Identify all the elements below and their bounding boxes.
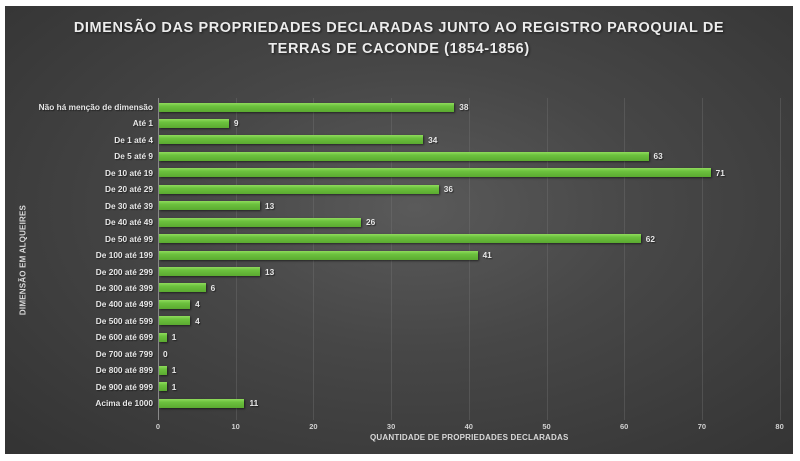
x-tick-label: 10 <box>231 422 240 431</box>
bar <box>159 102 455 112</box>
data-label: 34 <box>428 134 438 145</box>
bar <box>159 382 167 392</box>
y-axis-line <box>158 98 159 420</box>
x-tick-label: 0 <box>155 422 161 431</box>
data-label: 4 <box>195 315 200 326</box>
data-label: 9 <box>233 118 239 129</box>
x-gridline <box>701 98 703 420</box>
chart-title-line-1: DIMENSÃO DAS PROPRIEDADES DECLARADAS JUN… <box>73 20 725 36</box>
x-tick-label: 30 <box>386 422 396 431</box>
data-label: 71 <box>715 167 725 178</box>
x-gridline <box>624 98 626 420</box>
category-label: De 100 até 199 <box>95 250 153 261</box>
bar <box>159 234 641 244</box>
plot-area: 0 10 20 30 40 50 60 70 80 Não há menção de dimens… <box>5 6 793 454</box>
category-label: De 600 até 699 <box>95 332 153 343</box>
bar <box>159 250 478 260</box>
bar <box>159 299 191 309</box>
category-label: De 500 até 599 <box>95 315 153 326</box>
category-label: De 5 até 9 <box>114 151 153 162</box>
category-label: De 300 até 399 <box>95 282 153 293</box>
data-label: 11 <box>249 398 259 409</box>
bar <box>159 316 191 326</box>
category-label: De 200 até 299 <box>95 266 153 277</box>
data-label: 1 <box>171 381 177 392</box>
chart-title-line-2: TERRAS DE CACONDE (1854-1856) <box>268 41 530 57</box>
bar <box>159 365 167 375</box>
bar <box>159 168 711 178</box>
data-label: 41 <box>482 250 492 261</box>
x-axis-title: QUANTIDADE DE PROPRIEDADES DECLARADAS <box>370 433 569 442</box>
x-tick-label: 60 <box>620 422 629 431</box>
category-label: De 900 até 999 <box>95 381 153 392</box>
bar <box>159 151 649 161</box>
category-label: De 50 até 99 <box>105 233 153 244</box>
category-label: De 10 até 19 <box>105 167 153 178</box>
category-label: De 400 até 499 <box>95 299 153 310</box>
category-label: De 700 até 799 <box>95 348 153 359</box>
bar <box>159 201 260 211</box>
category-label: Acima de 1000 <box>95 398 153 409</box>
chart-title: DIMENSÃO DAS PROPRIEDADES DECLARADAS JUN… <box>5 18 793 60</box>
bar <box>159 135 424 145</box>
category-label: De 1 até 4 <box>114 134 153 145</box>
bar <box>159 267 260 276</box>
bar <box>159 118 229 128</box>
data-label: 13 <box>265 200 275 211</box>
data-label: 62 <box>645 233 655 244</box>
x-gridline <box>779 98 781 420</box>
data-label: 36 <box>443 184 453 195</box>
category-label: Até 1 <box>132 118 153 129</box>
x-tick-label: 70 <box>697 422 707 431</box>
category-label: De 30 até 39 <box>105 200 153 211</box>
x-gridline <box>546 98 548 420</box>
data-label: 1 <box>171 332 177 343</box>
data-label: 63 <box>653 151 663 162</box>
data-label: 0 <box>163 348 168 359</box>
x-tick-label: 20 <box>309 422 318 431</box>
bar <box>159 332 167 342</box>
data-label: 13 <box>265 266 275 277</box>
x-tick-label: 80 <box>775 422 784 431</box>
category-label: Não há menção de dimensão <box>38 102 153 112</box>
x-tick-label: 50 <box>542 422 551 431</box>
category-label: De 40 até 49 <box>105 217 153 228</box>
data-label: 26 <box>366 217 376 228</box>
data-label: 1 <box>171 365 177 376</box>
bar <box>159 398 245 408</box>
bar <box>159 184 439 194</box>
category-label: De 800 até 899 <box>95 365 153 376</box>
data-label: 38 <box>459 102 469 112</box>
chart-panel: DIMENSÃO DAS PROPRIEDADES DECLARADAS JUN… <box>5 6 793 454</box>
data-label: 4 <box>195 299 200 310</box>
bar <box>159 283 206 293</box>
data-label: 6 <box>210 282 216 293</box>
category-label: De 20 até 29 <box>105 184 153 195</box>
x-tick-label: 40 <box>464 422 473 431</box>
bar <box>159 217 362 227</box>
